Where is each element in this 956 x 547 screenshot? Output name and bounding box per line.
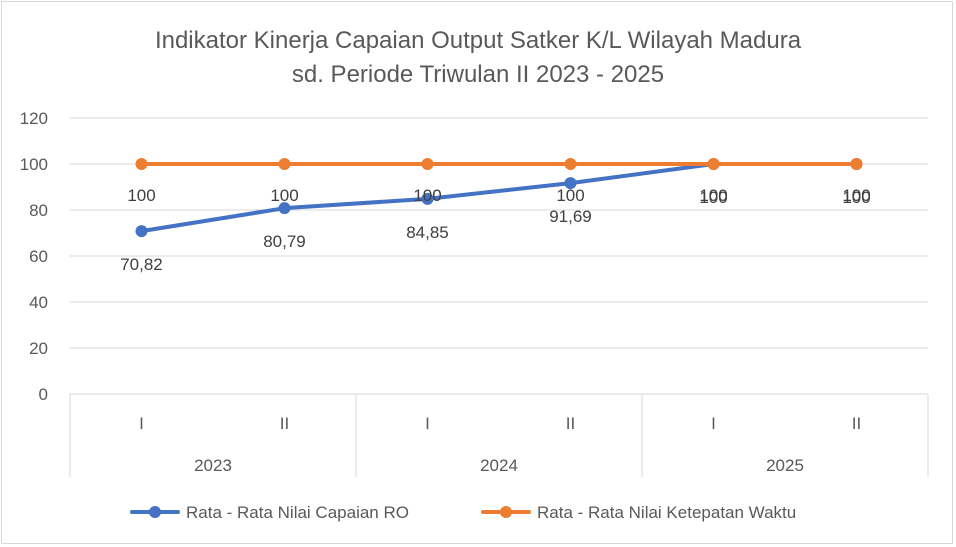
data-point-series-1 bbox=[564, 177, 577, 190]
chart-title-line-2: sd. Periode Triwulan II 2023 - 2025 bbox=[292, 61, 664, 88]
y-tick-label: 60 bbox=[29, 247, 48, 266]
x-tick-label: II bbox=[280, 414, 289, 433]
y-tick-label: 40 bbox=[29, 293, 48, 312]
data-point-series-2 bbox=[278, 158, 291, 170]
legend-marker-2 bbox=[500, 506, 512, 518]
data-point-series-2 bbox=[850, 158, 863, 170]
x-tick-label: II bbox=[852, 414, 861, 433]
data-point-series-2 bbox=[135, 158, 148, 170]
data-label-series-1: 70,82 bbox=[120, 255, 163, 274]
year-label: 2024 bbox=[480, 456, 518, 475]
data-label-series-1: 84,85 bbox=[406, 223, 449, 242]
x-tick-label: I bbox=[711, 414, 716, 433]
legend-label-1: Rata - Rata Nilai Capaian RO bbox=[186, 503, 409, 522]
data-label-series-2: 100 bbox=[842, 186, 870, 205]
chart-title-line-1: Indikator Kinerja Capaian Output Satker … bbox=[155, 27, 802, 54]
data-point-series-2 bbox=[421, 158, 434, 170]
data-label-series-2: 100 bbox=[270, 186, 298, 205]
y-tick-label: 120 bbox=[20, 109, 48, 128]
data-point-series-1 bbox=[278, 202, 291, 215]
data-label-series-2: 100 bbox=[413, 186, 441, 205]
y-tick-label: 0 bbox=[39, 385, 48, 404]
legend-marker-1 bbox=[149, 506, 161, 518]
data-label-series-1: 100 bbox=[842, 188, 870, 207]
y-tick-label: 80 bbox=[29, 201, 48, 220]
data-point-series-2 bbox=[707, 158, 720, 170]
x-tick-label: II bbox=[566, 414, 575, 433]
series-line-1 bbox=[139, 162, 859, 234]
data-label-series-1: 80,79 bbox=[263, 232, 306, 251]
x-tick-label: I bbox=[139, 414, 144, 433]
y-tick-label: 100 bbox=[20, 155, 48, 174]
legend-label-2: Rata - Rata Nilai Ketepatan Waktu bbox=[537, 503, 796, 522]
data-label-series-2: 100 bbox=[699, 186, 727, 205]
year-label: 2023 bbox=[194, 456, 232, 475]
data-point-series-1 bbox=[135, 225, 148, 238]
data-point-series-1 bbox=[421, 192, 434, 205]
x-tick-label: I bbox=[425, 414, 430, 433]
data-label-series-2: 100 bbox=[127, 186, 155, 205]
data-label-series-1: 91,69 bbox=[549, 207, 592, 226]
year-label: 2025 bbox=[766, 456, 804, 475]
y-tick-label: 20 bbox=[29, 339, 48, 358]
data-label-series-2: 100 bbox=[556, 186, 584, 205]
data-label-series-1: 100 bbox=[699, 188, 727, 207]
data-point-series-2 bbox=[564, 158, 577, 170]
